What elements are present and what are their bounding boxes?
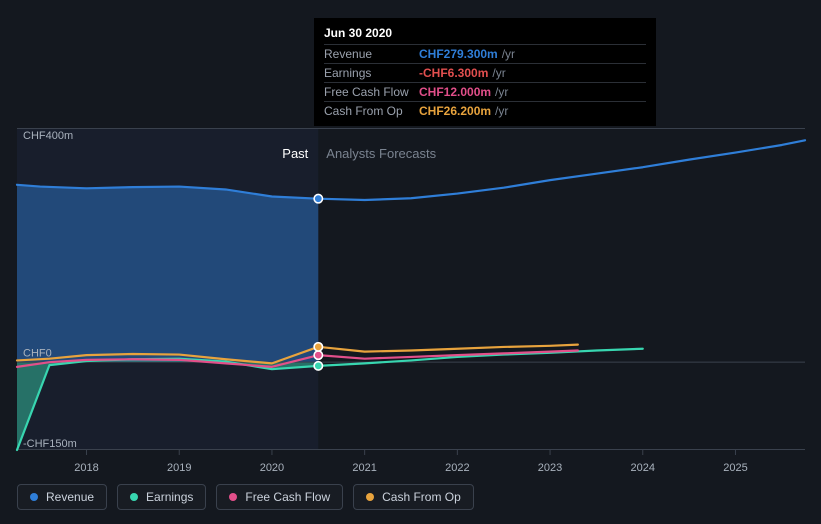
- tooltip-row-label: Free Cash Flow: [324, 85, 419, 99]
- x-axis-label: 2021: [352, 462, 376, 474]
- tooltip-row-label: Cash From Op: [324, 104, 419, 118]
- x-axis-label: 2022: [445, 462, 469, 474]
- legend-dot-icon: [366, 493, 374, 501]
- tooltip-row-value: CHF12.000m: [419, 85, 491, 99]
- tooltip-row-unit: /yr: [495, 85, 508, 99]
- tooltip-row-value: -CHF6.300m: [419, 66, 488, 80]
- x-axis-label: 2025: [723, 462, 747, 474]
- tooltip-row-unit: /yr: [492, 66, 505, 80]
- legend-item-cfo[interactable]: Cash From Op: [353, 484, 474, 510]
- legend-item-label: Cash From Op: [382, 490, 461, 504]
- x-axis-label: 2024: [631, 462, 655, 474]
- chart-legend: Revenue Earnings Free Cash Flow Cash From O…: [17, 484, 474, 510]
- tooltip-row: Cash From OpCHF26.200m/yr: [324, 101, 646, 120]
- tooltip-row-unit: /yr: [502, 47, 515, 61]
- legend-item-label: Earnings: [146, 490, 193, 504]
- tooltip-row: Earnings-CHF6.300m/yr: [324, 63, 646, 82]
- x-axis-label: 2020: [260, 462, 284, 474]
- y-axis-label: -CHF150m: [23, 438, 77, 450]
- chart-plot-area: Past Analysts Forecasts CHF400m CHF0 -CHF1…: [17, 128, 805, 450]
- tooltip-date: Jun 30 2020: [324, 26, 646, 44]
- y-axis-label: CHF400m: [23, 130, 73, 142]
- tooltip-row-label: Earnings: [324, 66, 419, 80]
- x-axis-label: 2018: [74, 462, 98, 474]
- tooltip-row-label: Revenue: [324, 47, 419, 61]
- tooltip-row-value: CHF279.300m: [419, 47, 498, 61]
- chart-svg: [17, 128, 805, 450]
- tooltip-row: Free Cash FlowCHF12.000m/yr: [324, 82, 646, 101]
- forecast-region-label: Analysts Forecasts: [326, 146, 436, 161]
- legend-item-label: Revenue: [46, 490, 94, 504]
- legend-item-fcf[interactable]: Free Cash Flow: [216, 484, 343, 510]
- tooltip-row: RevenueCHF279.300m/yr: [324, 44, 646, 63]
- legend-dot-icon: [130, 493, 138, 501]
- legend-dot-icon: [30, 493, 38, 501]
- legend-item-earnings[interactable]: Earnings: [117, 484, 206, 510]
- legend-item-revenue[interactable]: Revenue: [17, 484, 107, 510]
- x-axis-label: 2023: [538, 462, 562, 474]
- chart-tooltip: Jun 30 2020 RevenueCHF279.300m/yrEarning…: [314, 18, 656, 126]
- x-axis-label: 2019: [167, 462, 191, 474]
- past-region-label: Past: [282, 146, 308, 161]
- tooltip-row-unit: /yr: [495, 104, 508, 118]
- y-axis-label: CHF0: [23, 348, 52, 360]
- legend-item-label: Free Cash Flow: [245, 490, 330, 504]
- legend-dot-icon: [229, 493, 237, 501]
- tooltip-row-value: CHF26.200m: [419, 104, 491, 118]
